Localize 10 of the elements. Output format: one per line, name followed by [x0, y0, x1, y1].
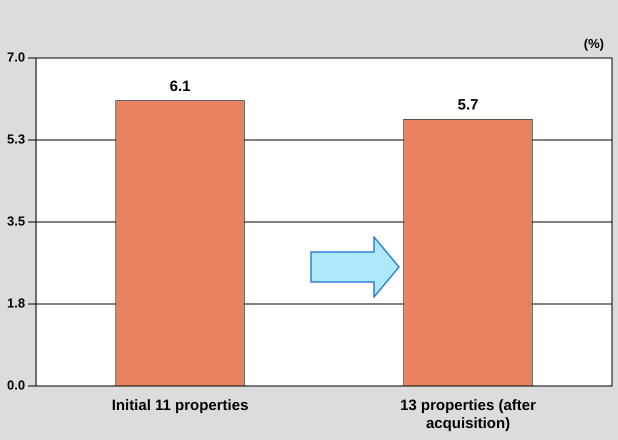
- data-label: 5.7: [458, 96, 478, 114]
- y-tick-label: 5.3: [6, 132, 26, 147]
- data-label: 6.1: [170, 78, 190, 95]
- y-tick-label: 1.8: [6, 296, 26, 311]
- y-axis-title: (%): [584, 36, 604, 51]
- y-tick-label: 7.0: [6, 50, 26, 65]
- y-tick-label: 0.0: [6, 378, 26, 393]
- x-tick-label: Initial 11 properties: [112, 397, 248, 414]
- y-tick-label: 3.5: [6, 214, 26, 229]
- x-tick-label: 13 properties (after acquisition): [400, 397, 536, 432]
